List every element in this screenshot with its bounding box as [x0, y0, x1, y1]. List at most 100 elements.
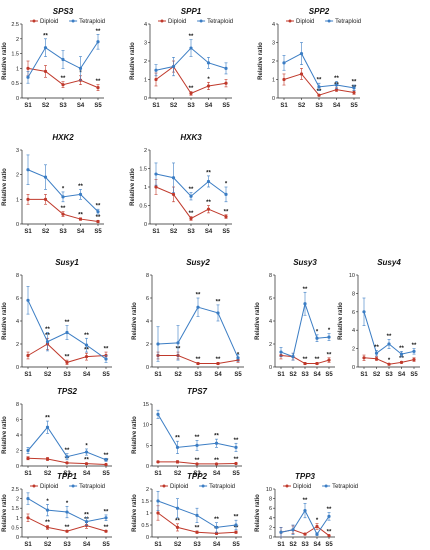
- x-tick-label: S4: [398, 372, 406, 378]
- significance-label: **: [61, 76, 66, 82]
- legend-marker: [160, 19, 164, 23]
- legend-entry: Tetraploid: [207, 19, 233, 25]
- x-tick-label: S3: [315, 103, 323, 109]
- significance-label: **: [303, 357, 308, 363]
- y-tick-label: 8: [269, 497, 272, 503]
- significance-label: **: [234, 526, 239, 532]
- y-tick-label: 2: [272, 59, 275, 65]
- legend-marker: [71, 484, 75, 488]
- y-tick-label: 1: [16, 66, 19, 72]
- legend-marker: [32, 484, 36, 488]
- chart-title: SPP2: [309, 7, 330, 16]
- series-diploid: ** ** **: [26, 194, 101, 224]
- series-diploid: ** ** ** **: [26, 513, 109, 533]
- data-point: [399, 360, 404, 364]
- series-diploid: *****: [26, 60, 101, 91]
- y-tick-label: 10: [349, 273, 355, 279]
- series-tetraploid: ******: [282, 42, 357, 91]
- x-tick-label: S2: [289, 372, 297, 378]
- significance-label: **: [387, 334, 392, 340]
- x-tick-label: S5: [232, 542, 240, 548]
- y-tick-label: 0.5: [11, 81, 19, 87]
- y-axis-label: Relative ratio: [2, 416, 8, 454]
- data-point: [352, 90, 356, 95]
- significance-label: **: [412, 343, 417, 349]
- x-tick-label: S1: [280, 103, 288, 109]
- significance-label: **: [234, 457, 239, 463]
- legend-marker: [201, 484, 205, 488]
- data-point: [352, 86, 356, 90]
- significance-label: *: [388, 358, 391, 364]
- x-tick-label: S1: [154, 372, 162, 378]
- legend-marker: [199, 19, 203, 23]
- data-point: [156, 511, 160, 515]
- data-point: [303, 361, 307, 366]
- data-point: [327, 514, 331, 518]
- y-tick-label: 8: [352, 291, 355, 297]
- y-tick-label: 1: [16, 197, 19, 203]
- chart-title: HXK3: [180, 133, 202, 142]
- data-point: [317, 93, 321, 97]
- x-tick-label: S4: [77, 103, 85, 109]
- x-tick-label: S5: [410, 372, 418, 378]
- data-point: [43, 197, 48, 201]
- series-diploid: ** ** ** **: [26, 333, 109, 366]
- x-tick-label: S5: [325, 542, 333, 548]
- data-point: [196, 361, 200, 366]
- x-tick-label: S4: [214, 372, 222, 378]
- x-tick-label: S4: [205, 103, 213, 109]
- y-tick-label: 0: [16, 365, 19, 371]
- significance-label: **: [45, 520, 50, 526]
- x-tick-label: S5: [102, 471, 110, 477]
- y-tick-label: 6: [352, 310, 355, 316]
- y-tick-label: 2: [352, 347, 355, 353]
- series-tetraploid: *****: [154, 162, 228, 203]
- legend: Diploid Tetraploid: [286, 19, 361, 25]
- series-tetraploid: ******: [26, 286, 108, 363]
- x-tick-label: S5: [94, 229, 102, 235]
- y-axis-label: Relative ratio: [130, 42, 136, 80]
- data-point: [26, 298, 30, 302]
- data-point: [26, 168, 30, 172]
- series-tetraploid: ******: [26, 492, 109, 526]
- data-point: [61, 195, 65, 199]
- data-point: [78, 217, 83, 221]
- y-tick-label: 0: [146, 464, 149, 470]
- y-tick-label: 10: [266, 487, 272, 493]
- data-point: [65, 529, 69, 533]
- y-tick-label: 0.5: [11, 525, 19, 531]
- legend-marker: [32, 19, 36, 23]
- data-point: [26, 197, 30, 201]
- data-point: [171, 176, 176, 180]
- significance-label: *: [316, 329, 319, 335]
- data-point: [224, 81, 228, 85]
- data-point: [26, 448, 30, 453]
- y-tick-label: 0: [269, 365, 272, 371]
- x-tick-label: S5: [325, 372, 333, 378]
- data-point: [282, 61, 286, 65]
- significance-label: **: [196, 357, 201, 363]
- y-tick-label: 1.5: [141, 499, 149, 505]
- x-tick-label: S3: [301, 542, 309, 548]
- significance-label: **: [399, 346, 404, 352]
- x-tick-label: S2: [174, 372, 182, 378]
- x-tick-label: S2: [170, 229, 178, 235]
- legend-marker: [162, 484, 166, 488]
- x-tick-label: S3: [59, 229, 67, 235]
- x-tick-label: S2: [42, 229, 50, 235]
- data-point: [327, 358, 331, 362]
- significance-label: **: [327, 352, 332, 358]
- series-diploid: ***: [362, 354, 416, 366]
- significance-label: **: [206, 170, 211, 176]
- y-tick-label: 4: [16, 319, 19, 325]
- data-point: [171, 64, 176, 69]
- chart-title: HXK2: [52, 133, 74, 142]
- data-point: [45, 508, 50, 512]
- y-axis-label: Relative ratio: [2, 302, 8, 340]
- chart-panel-tpp1: TPP1 Diploid Tetraploid 0 0.5 1 1.5 2 2.5 S1 S2 S3 S…: [2, 472, 112, 548]
- data-point: [43, 69, 48, 73]
- significance-label: **: [45, 333, 50, 339]
